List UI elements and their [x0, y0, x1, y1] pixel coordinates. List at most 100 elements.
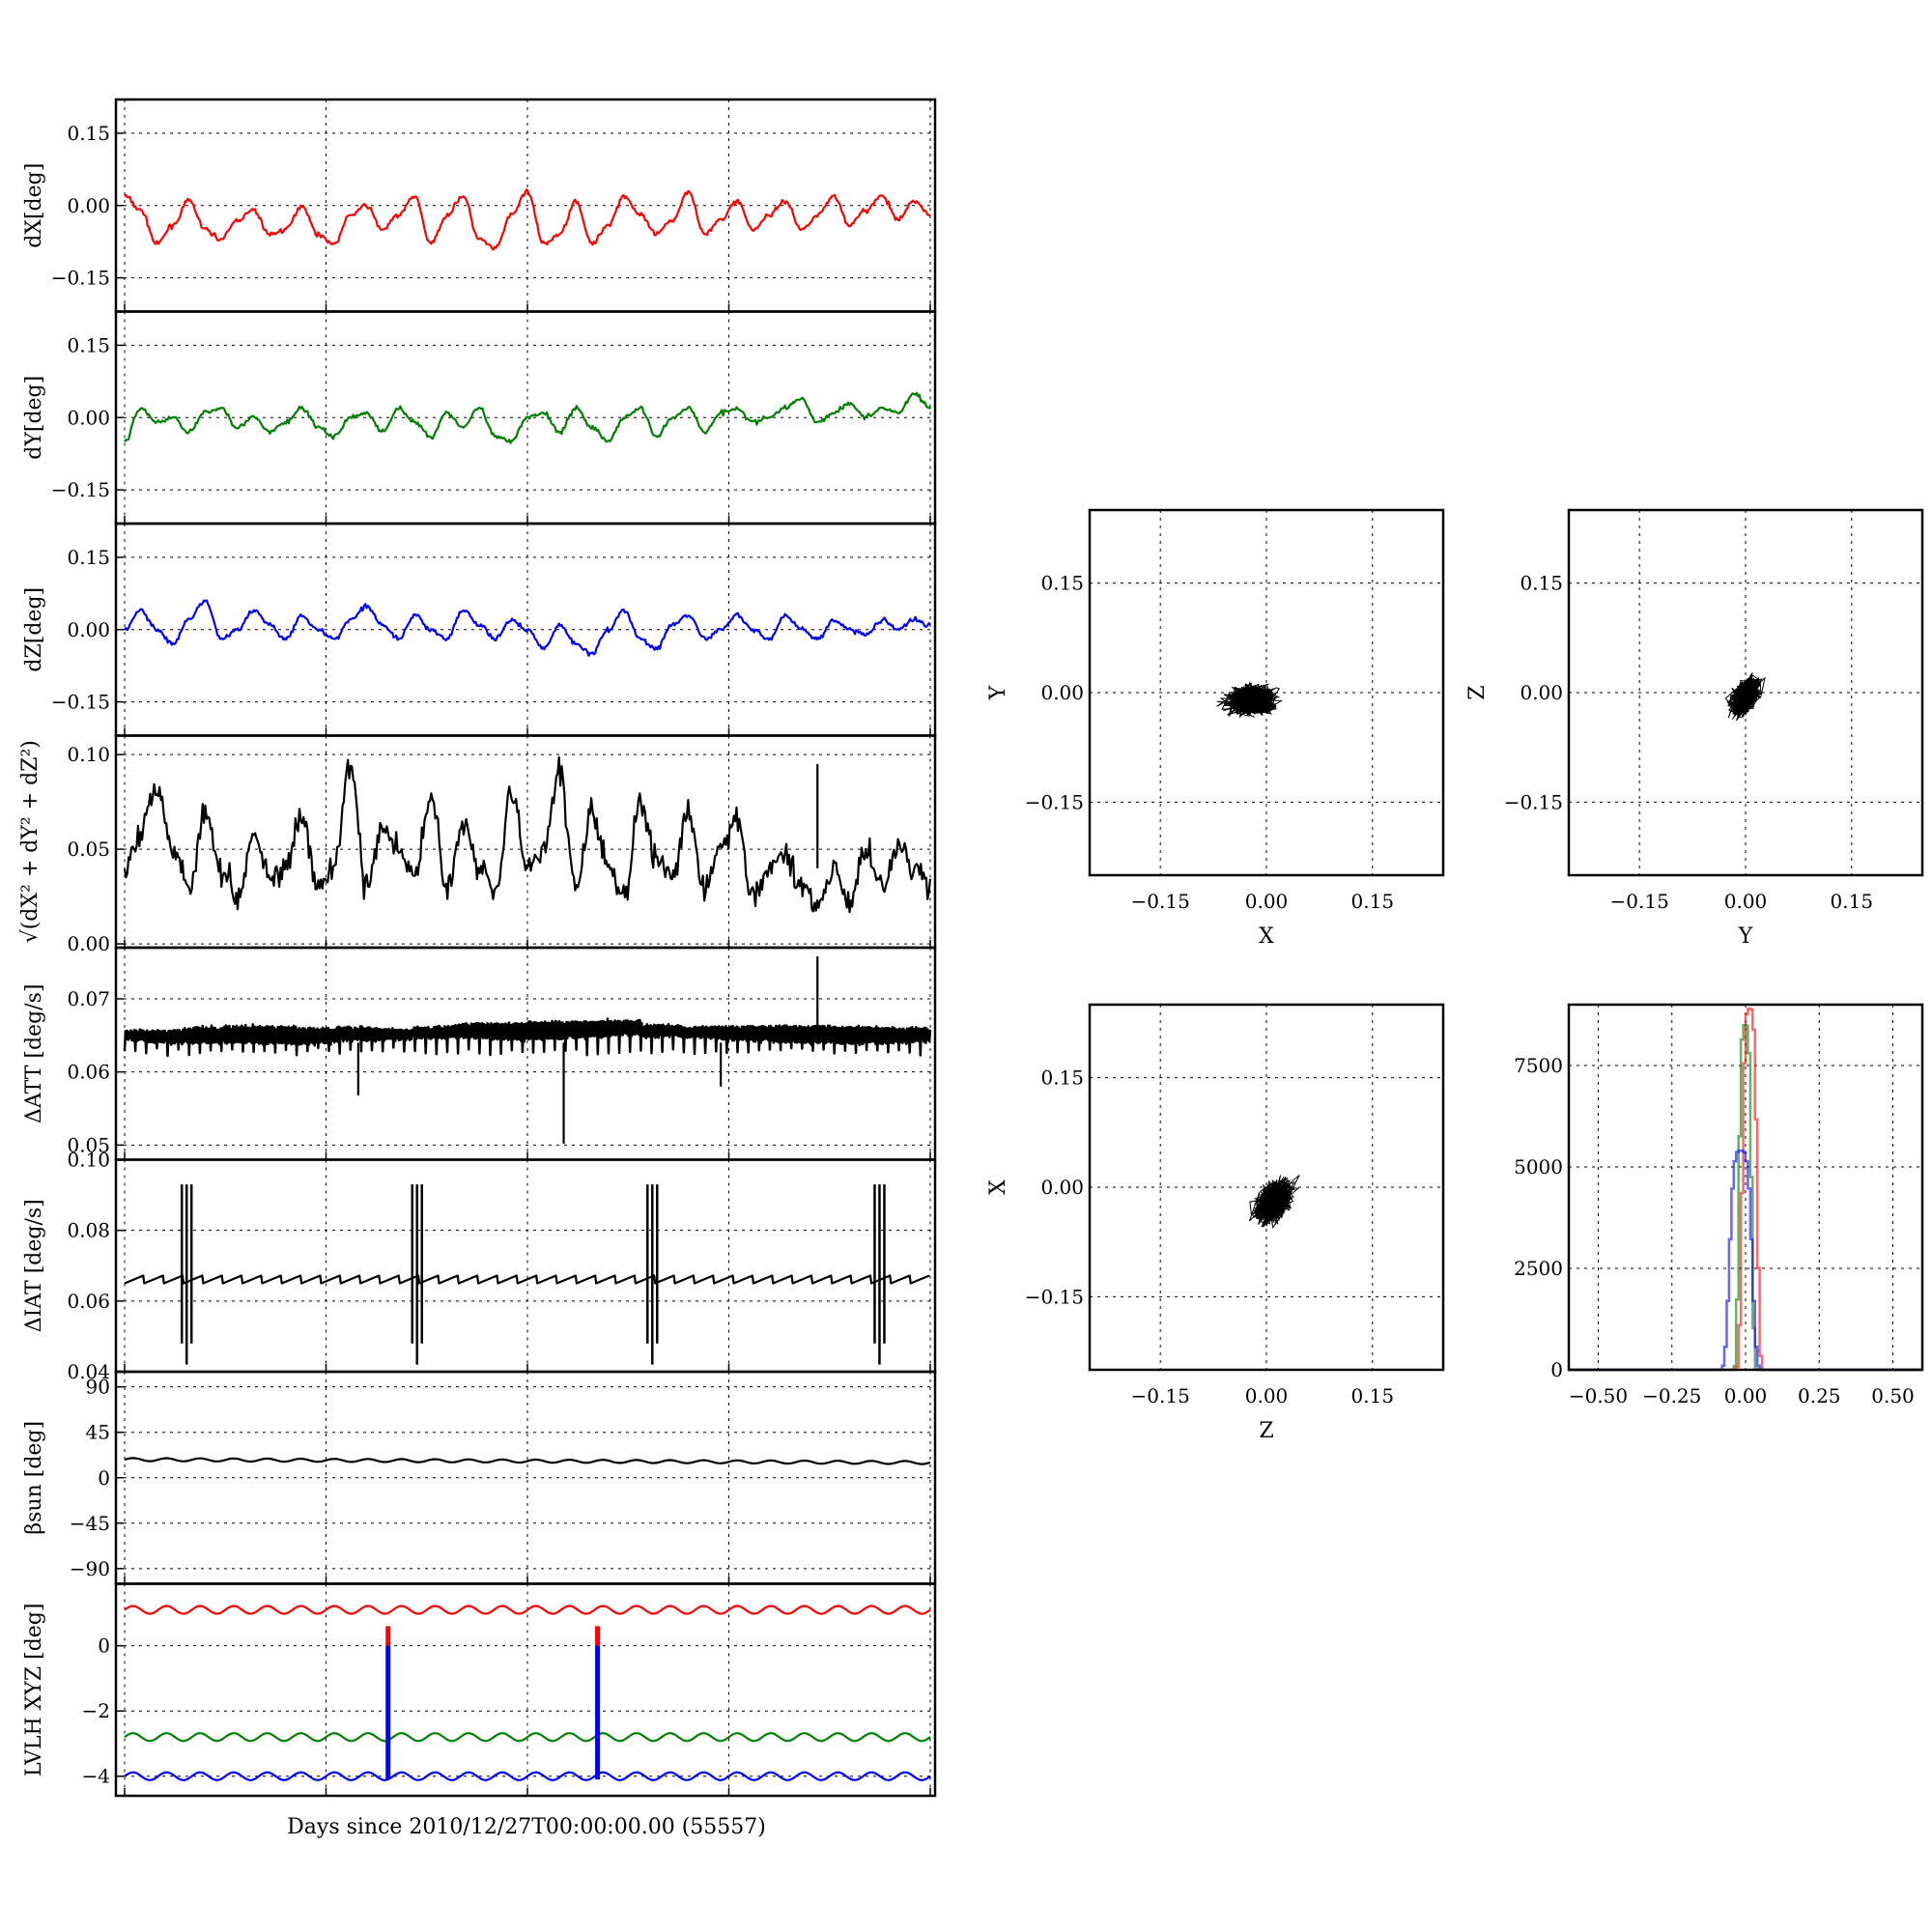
y-tick-label: 5000 [1514, 1155, 1563, 1179]
y-tick-label: −0.15 [51, 267, 110, 290]
y-tick-label: −90 [70, 1557, 110, 1580]
series-line [123, 1017, 932, 1058]
x-axis-label: Days since 2010/12/27T00:00:00.00 (55557… [287, 1815, 766, 1839]
strip-panel-4: 0.10 0.05 0.00 √(dX² + dY² + dZ²) [18, 734, 937, 955]
y-tick-label: 0 [1550, 1358, 1563, 1381]
y-tick-label: 0.00 [67, 932, 110, 955]
y-tick-label: 90 [86, 1376, 110, 1399]
y-tick-label: 0.06 [67, 1061, 110, 1084]
scatter-trace [1248, 1175, 1300, 1229]
strip-panel-6: 0.10 0.08 0.06 0.04 ΔIAT [deg/s] [22, 1149, 937, 1383]
y-tick-label: 0.00 [67, 618, 110, 641]
series-line [124, 1605, 931, 1615]
y-tick-label: 0 [98, 1466, 110, 1490]
x-tick-label: 0.00 [1245, 890, 1289, 913]
series-line [124, 599, 931, 657]
y-axis-label: Y [986, 685, 1010, 700]
x-tick-label: 0.00 [1724, 1384, 1768, 1407]
series-line [124, 1274, 930, 1285]
x-axis-label: X [1259, 924, 1274, 949]
y-axis-label: ΔATT [deg/s] [22, 984, 46, 1123]
x-tick-label: 0.25 [1798, 1384, 1841, 1407]
y-axis-label: dY[deg] [22, 376, 46, 460]
x-tick-label: −0.50 [1569, 1384, 1628, 1407]
y-tick-label: −0.15 [51, 478, 110, 501]
strip-panel-8: 0 −2 −4 LVLH XYZ [deg] [22, 1582, 937, 1798]
scatter-trace [1216, 681, 1284, 719]
y-tick-label: 2500 [1514, 1257, 1563, 1280]
y-tick-label: 0.10 [67, 1149, 110, 1172]
series-line [124, 1732, 931, 1743]
y-tick-label: 0.05 [67, 838, 110, 861]
y-axis-label: dX[deg] [22, 163, 46, 248]
panel-frame [1088, 508, 1445, 877]
x-tick-label: −0.25 [1642, 1384, 1701, 1407]
y-tick-label: −45 [70, 1512, 110, 1535]
series-line [124, 1771, 931, 1781]
y-tick-label: 7500 [1514, 1054, 1563, 1077]
y-tick-label: −0.15 [51, 691, 110, 714]
panel-frame [114, 734, 937, 950]
panel-frame [1088, 1003, 1445, 1372]
series-line [123, 755, 932, 914]
y-tick-label: 0.15 [67, 546, 110, 569]
x-tick-label: 0.15 [1351, 1384, 1395, 1407]
y-tick-label: −2 [82, 1699, 110, 1722]
strip-panel-5: 0.07 0.06 0.05 ΔATT [deg/s] [22, 946, 937, 1161]
x-tick-label: −0.15 [1131, 890, 1190, 913]
y-tick-label: 0 [98, 1634, 110, 1658]
y-tick-label: 0.00 [1040, 681, 1084, 704]
panel-frame [114, 946, 937, 1161]
x-axis-label: Y [1738, 924, 1753, 949]
x-tick-label: 0.00 [1724, 890, 1768, 913]
x-tick-label: 0.15 [1831, 890, 1874, 913]
y-tick-label: 0.15 [67, 333, 110, 356]
y-tick-label: 0.04 [67, 1360, 110, 1383]
panel-frame [1567, 1003, 1924, 1372]
panel-frame [114, 1582, 937, 1798]
x-tick-label: 0.15 [1351, 890, 1395, 913]
scatter-trace [1724, 672, 1766, 722]
y-tick-label: 0.00 [1040, 1176, 1084, 1199]
y-tick-label: 0.15 [1040, 572, 1084, 595]
y-tick-label: −4 [82, 1765, 110, 1788]
series-line [124, 1457, 931, 1465]
y-tick-label: −0.15 [1025, 1285, 1084, 1308]
y-tick-label: 0.00 [67, 194, 110, 217]
y-axis-label: Z [1465, 685, 1490, 699]
y-axis-label: dZ[deg] [22, 587, 46, 672]
y-tick-label: −0.15 [1504, 790, 1563, 813]
y-tick-label: −0.15 [1025, 790, 1084, 813]
y-tick-label: 0.00 [67, 406, 110, 429]
y-tick-label: 0.00 [1520, 681, 1563, 704]
y-tick-label: 0.06 [67, 1290, 110, 1313]
x-tick-label: 0.00 [1245, 1384, 1289, 1407]
y-tick-label: 0.08 [67, 1219, 110, 1242]
y-axis-label: X [986, 1179, 1010, 1195]
x-axis-label: Z [1259, 1419, 1273, 1443]
y-tick-label: 0.15 [1520, 572, 1563, 595]
y-axis-label: βsun [deg] [22, 1421, 46, 1535]
y-tick-label: 0.05 [67, 1133, 110, 1156]
scatter-panel-1: −0.15 −0.15 0.00 0.00 0.15 0.15 X Y [986, 508, 1445, 949]
series-line [124, 391, 931, 444]
y-axis-label: ΔIAT [deg/s] [22, 1199, 46, 1332]
y-axis-label: LVLH XYZ [deg] [22, 1604, 46, 1777]
strip-panel-7: 90 45 0 −45 −90 βsun [deg] [22, 1370, 937, 1585]
y-tick-label: 0.07 [67, 987, 110, 1010]
x-tick-label: 0.50 [1871, 1384, 1915, 1407]
x-tick-label: −0.15 [1131, 1384, 1190, 1407]
panel-frame [1567, 508, 1924, 877]
y-tick-label: 45 [86, 1421, 110, 1444]
y-axis-label: √(dX² + dY² + dZ²) [18, 740, 43, 943]
y-tick-label: 0.10 [67, 743, 110, 766]
series-line [124, 188, 931, 251]
y-tick-label: 0.15 [1040, 1066, 1084, 1090]
x-tick-label: −0.15 [1610, 890, 1669, 913]
y-tick-label: 0.15 [67, 122, 110, 145]
scatter-panel-2: −0.15 −0.15 0.00 0.00 0.15 0.15 Y Z [1465, 508, 1924, 949]
